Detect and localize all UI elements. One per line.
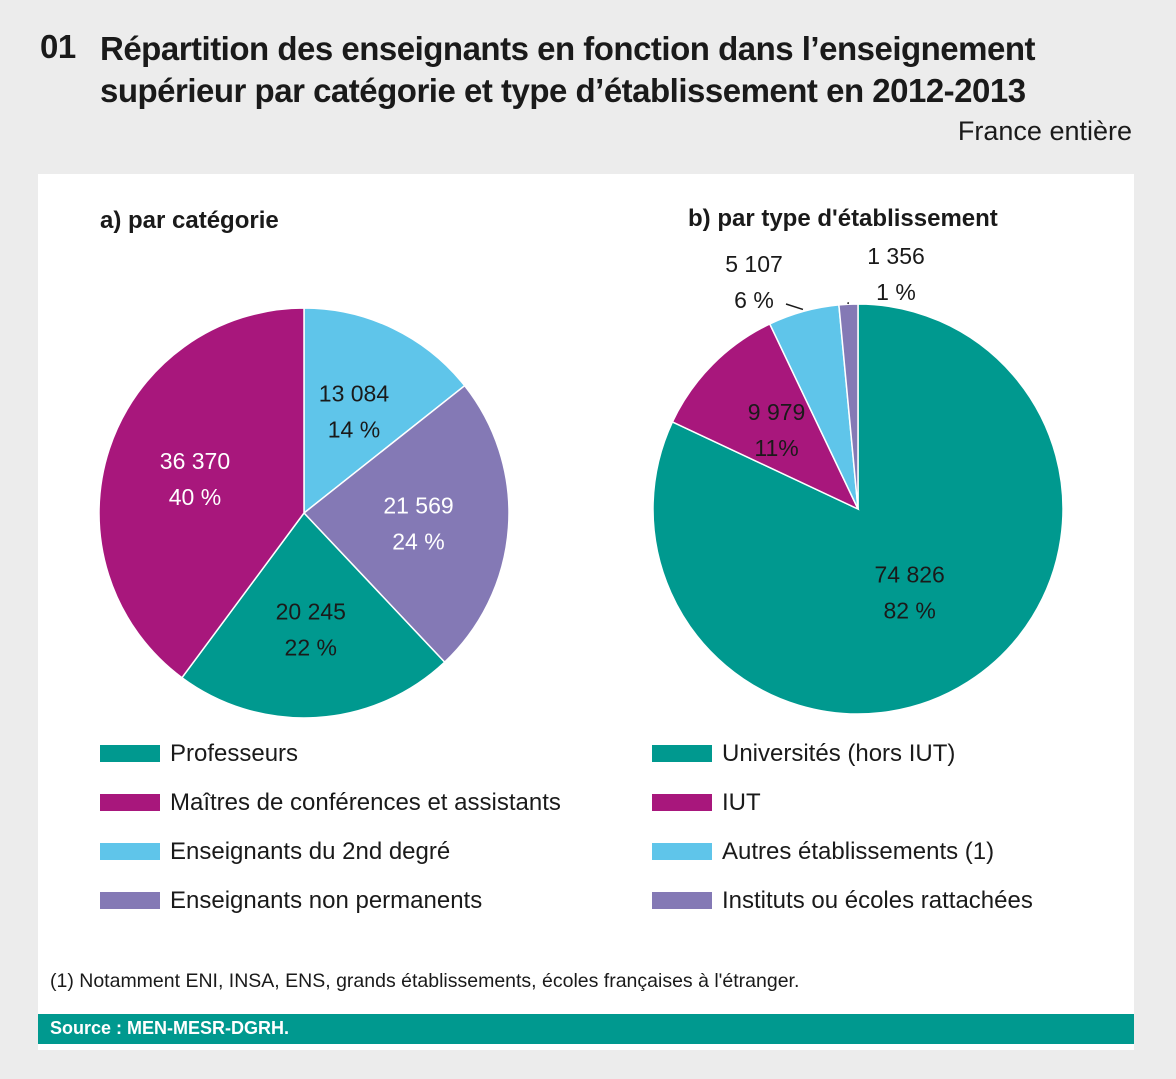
legend-a-item-professeurs: Professeurs — [100, 729, 561, 778]
pie-b-slice-instituts-ou-coles-rattach-es — [838, 303, 859, 510]
pie-a-slice-enseignants-non-permanents — [302, 384, 510, 664]
legend-a: Professeurs Maîtres de conférences et as… — [100, 729, 561, 925]
pie-a-percent-label: 14 % — [328, 417, 380, 443]
figure-number: 01 — [40, 28, 76, 65]
figure-scope: France entière — [957, 116, 1132, 146]
pie-a-slice-enseignants-du-2nd-degr — [303, 307, 466, 515]
pie-a: 13 084 14 % 21 569 24 % 20 245 22 % 36 370 40 % — [98, 307, 510, 719]
pie-a-slice-professeurs — [180, 511, 446, 719]
legend-label: Universités (hors IUT) — [722, 739, 956, 767]
legend-swatch-purple — [100, 892, 160, 909]
legend-swatch-teal — [100, 745, 160, 762]
chart-a-title: a) par catégorie — [100, 207, 279, 234]
legend-a-item-maitres: Maîtres de conférences et assistants — [100, 778, 561, 827]
legend-a-item-2nd-degre: Enseignants du 2nd degré — [100, 827, 561, 876]
source-bar: Source : MEN-MESR-DGRH. — [38, 1014, 1134, 1044]
source-text: Source : MEN-MESR-DGRH. — [50, 1018, 290, 1038]
pie-b-value-label: 1 356 — [867, 243, 925, 269]
pie-b-percent-label: 82 % — [883, 597, 935, 623]
figure-title: Répartition des enseignants en fonction … — [100, 30, 1036, 109]
legend-label: Autres établissements (1) — [722, 837, 995, 865]
pie-b-percent-label: 1 % — [876, 279, 916, 305]
pie-b-slice-iut — [671, 322, 860, 511]
legend-label: Enseignants du 2nd degré — [170, 837, 451, 865]
chart-panel: a) par catégorie b) par type d'établisse… — [38, 174, 1134, 1050]
pie-a-value-label: 13 084 — [319, 381, 390, 407]
legend-b-item-iut: IUT — [652, 778, 1033, 827]
pie-a-value-label: 36 370 — [160, 448, 230, 474]
pie-b-value-label: 74 826 — [874, 561, 944, 587]
pie-b-percent-label: 11% — [754, 435, 798, 461]
pie-b: 74 826 82 % 9 979 11% 5 107 6 % 1 356 1 % — [652, 243, 1064, 715]
chart-b-title: b) par type d'établissement — [688, 205, 998, 232]
pie-a-value-label: 21 569 — [383, 492, 453, 518]
pie-b-percent-label: 6 % — [734, 287, 774, 313]
pie-a-percent-label: 22 % — [285, 635, 337, 661]
pie-a-percent-label: 40 % — [169, 484, 221, 510]
legend-b-item-autres: Autres établissements (1) — [652, 827, 1033, 876]
pie-a-slice-ma-tres-de-conf-rences-et-assistants — [98, 307, 305, 679]
legend-a-item-non-permanents: Enseignants non permanents — [100, 876, 561, 925]
legend-label: Instituts ou écoles rattachées — [722, 886, 1033, 914]
pie-b-value-label: 9 979 — [748, 399, 806, 425]
pie-b-value-label: 5 107 — [725, 251, 783, 277]
footnote: (1) Notamment ENI, INSA, ENS, grands éta… — [50, 970, 800, 992]
pie-a-percent-label: 24 % — [392, 528, 444, 554]
pie-a-value-label: 20 245 — [276, 599, 346, 625]
legend-label: IUT — [722, 788, 761, 816]
legend-swatch-magenta — [100, 794, 160, 811]
legend-swatch-teal — [652, 745, 712, 762]
legend-swatch-light-blue — [100, 843, 160, 860]
legend-b-item-universites: Universités (hors IUT) — [652, 729, 1033, 778]
legend-swatch-magenta — [652, 794, 712, 811]
pie-b-leader-line — [785, 303, 804, 311]
legend-swatch-light-blue — [652, 843, 712, 860]
legend-b: Universités (hors IUT) IUT Autres établi… — [652, 729, 1033, 925]
legend-label: Enseignants non permanents — [170, 886, 483, 914]
legend-swatch-purple — [652, 892, 712, 909]
legend-b-item-instituts: Instituts ou écoles rattachées — [652, 876, 1033, 925]
legend-label: Maîtres de conférences et assistants — [170, 788, 561, 816]
legend-label: Professeurs — [170, 739, 299, 767]
pie-charts: a) par catégorie b) par type d'établisse… — [98, 205, 1064, 719]
